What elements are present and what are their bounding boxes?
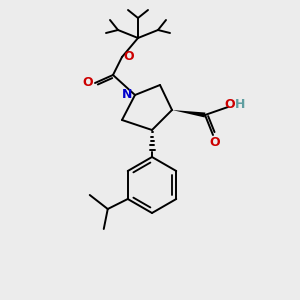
Text: O: O bbox=[225, 98, 235, 112]
Text: N: N bbox=[122, 88, 132, 100]
Text: O: O bbox=[210, 136, 220, 148]
Polygon shape bbox=[172, 110, 206, 118]
Text: O: O bbox=[124, 50, 134, 62]
Text: O: O bbox=[83, 76, 93, 88]
Text: H: H bbox=[235, 98, 245, 112]
